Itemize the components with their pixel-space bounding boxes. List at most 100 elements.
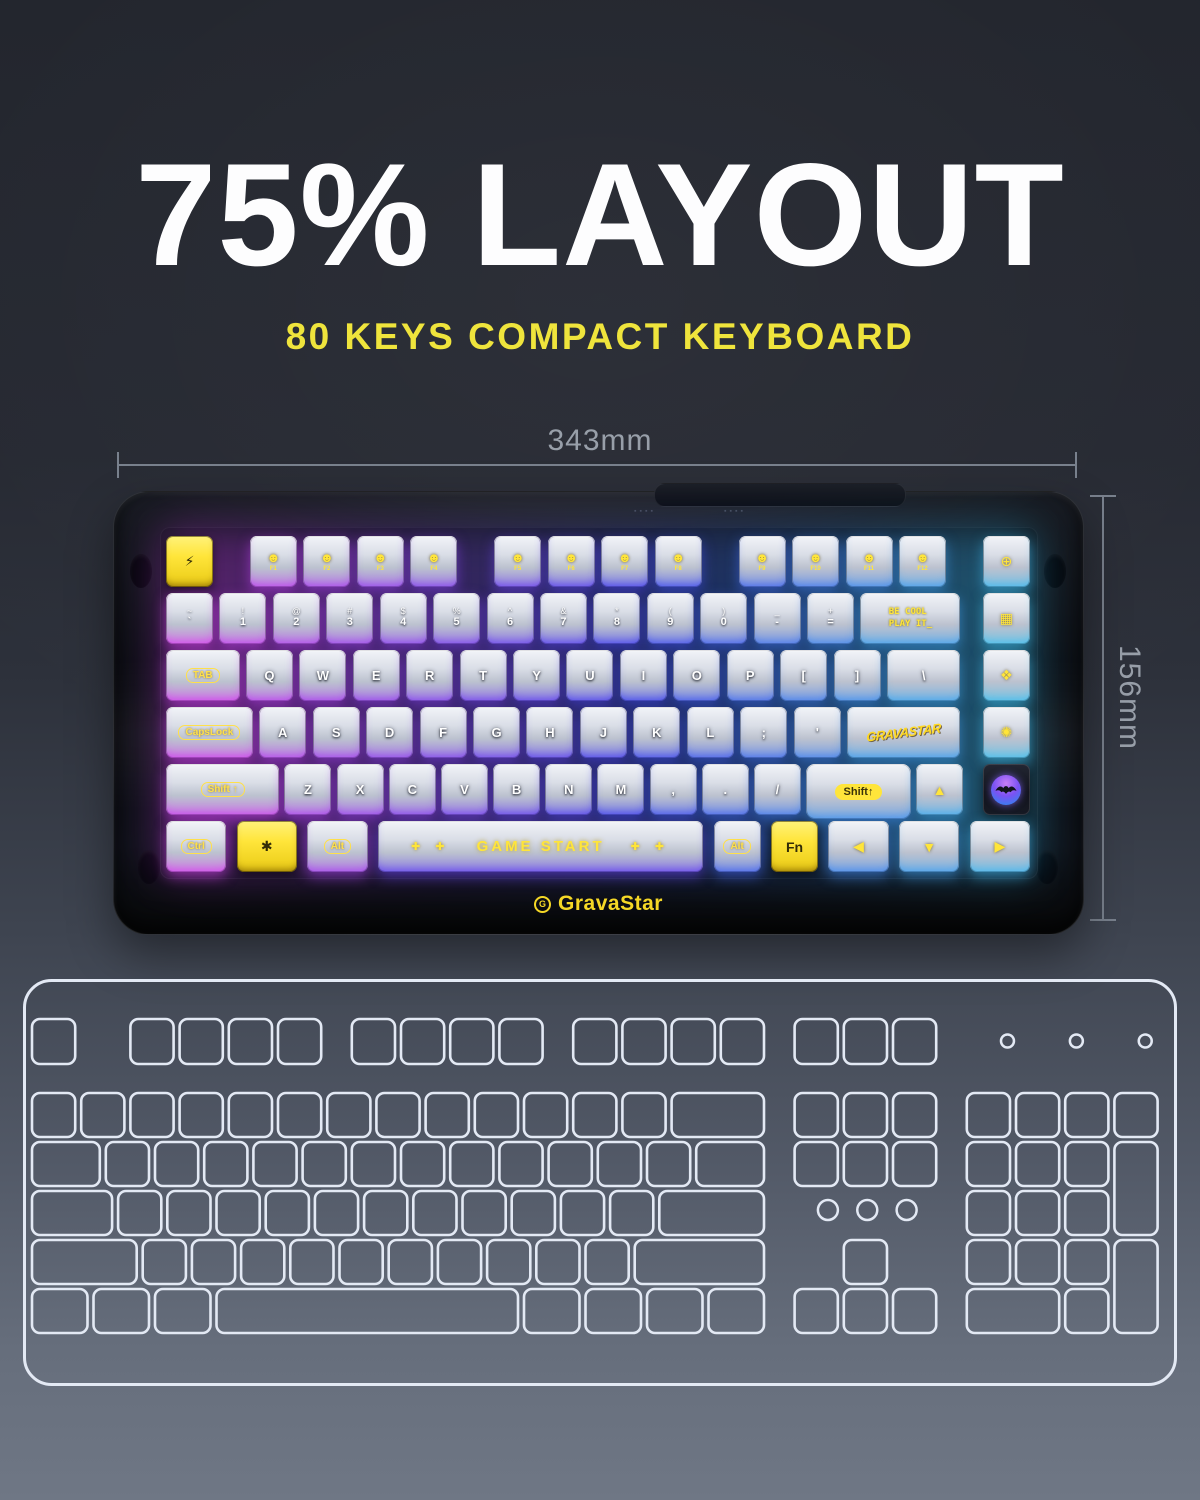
case-hole — [130, 554, 152, 588]
wireframe-key — [264, 1189, 311, 1237]
key-: ; — [740, 707, 788, 758]
wireframe-key — [694, 1140, 766, 1188]
bottom-bezel: G GravaStar — [114, 884, 1083, 924]
wireframe-key — [387, 1238, 434, 1286]
backspace-key: BE COOL PLAY IT_ — [860, 593, 961, 644]
wireframe-key — [1014, 1189, 1061, 1237]
wireframe-key — [571, 1017, 618, 1066]
wireframe-key — [842, 1140, 889, 1188]
wireframe-key — [153, 1287, 212, 1335]
key-k: K — [633, 707, 681, 758]
key-row-5: Shift ↑ Z X C V B N M,. / Shift↑ ▲ — [166, 764, 1030, 819]
wireframe-key — [338, 1238, 385, 1286]
wireframe-key — [129, 1091, 175, 1139]
key-a: A — [259, 707, 307, 758]
key-: \ — [886, 650, 961, 701]
key-: + = — [807, 593, 855, 644]
volume-knob-key: ⊕ — [982, 536, 1030, 587]
side-key-2: ❖ — [982, 650, 1030, 701]
wireframe-key — [375, 1091, 421, 1139]
key-s: S — [312, 707, 360, 758]
wireframe-key — [485, 1238, 532, 1286]
key-d: D — [366, 707, 414, 758]
wireframe-key — [473, 1091, 520, 1139]
key-w: W — [299, 650, 347, 701]
wireframe-indicator-led — [816, 1198, 840, 1222]
key-row-2: ~ `! 1 @2 #3 $4% 5 ^ 6 & 7 * 8(9) 0 _ - + = BE COOL PLAY IT… — [166, 593, 1030, 644]
key-gap — [967, 593, 977, 644]
f12-key: ☻ F12 — [899, 536, 947, 587]
wireframe-key — [399, 1140, 446, 1188]
wireframe-key — [79, 1091, 126, 1139]
wireframe-key — [707, 1287, 766, 1335]
wireframe-key — [793, 1140, 840, 1188]
key-8: * 8 — [593, 593, 641, 644]
key-m: M — [597, 764, 645, 815]
wireframe-key — [965, 1238, 1012, 1286]
wireframe-key — [141, 1238, 188, 1286]
wireframe-key — [1063, 1287, 1110, 1335]
key-p: P — [726, 650, 774, 701]
key-: [ — [780, 650, 828, 701]
fn-key: Fn — [771, 821, 819, 872]
key-1: ! 1 — [219, 593, 267, 644]
wireframe-key — [965, 1189, 1012, 1237]
wireframe-key — [1113, 1091, 1159, 1139]
wireframe-key — [350, 1017, 397, 1066]
f5-key: ☻ F5 — [494, 536, 542, 587]
wireframe-key — [891, 1140, 938, 1188]
wireframe-key — [571, 1091, 618, 1139]
wireframe-key — [1063, 1238, 1110, 1286]
gravastar-logo-icon: G — [534, 895, 552, 913]
wireframe-key — [645, 1140, 692, 1188]
key-h: H — [526, 707, 574, 758]
wireframe-key — [965, 1091, 1012, 1139]
key-gap — [464, 536, 488, 587]
wireframe-key — [129, 1017, 175, 1066]
key-q: Q — [245, 650, 293, 701]
f6-key: ☻ F6 — [547, 536, 595, 587]
f7-key: ☻ F7 — [601, 536, 649, 587]
side-key-1: ▦ — [982, 593, 1030, 644]
key-gap — [968, 764, 978, 815]
wireframe-key — [202, 1140, 249, 1188]
wireframe-key — [633, 1238, 766, 1286]
wireframe-key — [92, 1287, 151, 1335]
wireframe-fullsize-keyboard — [23, 979, 1177, 1386]
wireframe-key — [584, 1238, 631, 1286]
wireframe-key — [104, 1140, 151, 1188]
ctrl-key: Ctrl — [166, 821, 227, 872]
wireframe-key — [670, 1017, 717, 1066]
wireframe-indicator-led — [999, 1033, 1016, 1049]
wireframe-key — [166, 1189, 212, 1237]
key-e: E — [352, 650, 400, 701]
wireframe-key — [670, 1091, 766, 1139]
wireframe-key — [842, 1238, 889, 1286]
key-gap — [967, 707, 977, 758]
wireframe-key — [30, 1091, 77, 1139]
wireframe-key — [325, 1091, 372, 1139]
wireframe-key — [608, 1189, 655, 1237]
up-arrow-key: ▲ — [916, 764, 964, 815]
wireframe-key — [621, 1091, 667, 1139]
key-row-1: ⚡ ☻ F1 ☻ F2 ☻ F3 ☻ F4 ☻ F5 ☻ F6 ☻ F7 ☻ F8 ☻ F9 ☻ F10 ☻ F11 ☻ F12… — [166, 536, 1030, 587]
wireframe-key — [461, 1189, 508, 1237]
wireframe-key — [842, 1091, 889, 1139]
wireframe-key — [719, 1017, 766, 1066]
wireframe-key — [448, 1140, 495, 1188]
f4-key: ☻ F4 — [410, 536, 458, 587]
key-gap — [708, 536, 732, 587]
right-shift-key: Shift↑ — [806, 764, 911, 819]
wireframe-key — [1063, 1091, 1110, 1139]
key-: ' — [793, 707, 841, 758]
key-n: N — [545, 764, 593, 815]
wireframe-key — [178, 1017, 225, 1066]
page-title: 75% LAYOUT — [135, 133, 1065, 296]
wireframe-key — [276, 1017, 323, 1066]
wireframe-key — [23, 979, 1177, 1386]
wireframe-key — [1113, 1238, 1159, 1335]
key-: ] — [833, 650, 881, 701]
esc-key: ⚡ — [166, 536, 213, 587]
wireframe-key — [436, 1238, 483, 1286]
key-4: $4 — [379, 593, 427, 644]
